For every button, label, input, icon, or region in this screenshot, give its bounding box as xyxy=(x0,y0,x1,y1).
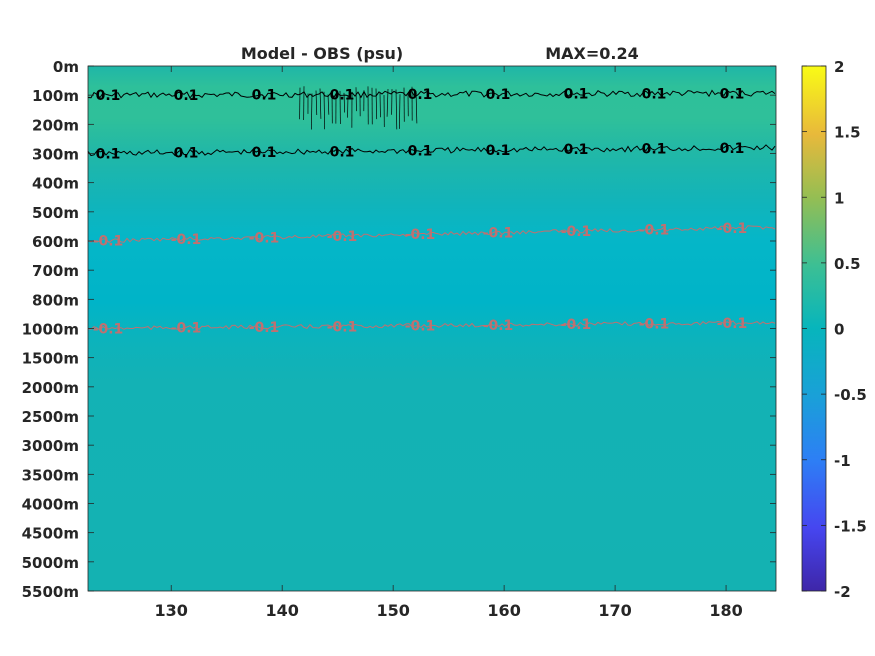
contour-label: -0.1 xyxy=(93,321,124,337)
contour-label: 0.1 xyxy=(642,142,667,158)
max-label: MAX=0.24 xyxy=(545,44,639,63)
colorbar-tick-label: 1.5 xyxy=(834,124,861,142)
y-tick-label: 3500m xyxy=(22,466,79,484)
contour-layer: 0.1 0.1 0.1 0.1 0.1 0.1 0.1 0.1 0.1 0.1 0.1 0.1 0.1 0… xyxy=(87,86,776,337)
contour-label: 0.1 xyxy=(96,146,121,162)
heatmap-field xyxy=(88,66,776,591)
contour-line xyxy=(87,89,776,99)
contour-label: -0.1 xyxy=(561,224,592,240)
y-tick-label: 2000m xyxy=(22,379,79,397)
x-tick-label: 170 xyxy=(598,601,631,620)
y-tick-label: 3000m xyxy=(22,437,79,455)
colorbar-tick-label: 2 xyxy=(834,58,844,76)
contour-fragment xyxy=(327,94,330,115)
x-axis: 130 140 150 160 170 180 xyxy=(155,66,743,620)
contour-label: 0.1 xyxy=(486,143,511,159)
contour-line xyxy=(87,225,776,244)
contour-fragment xyxy=(415,90,418,124)
y-tick-label: 1500m xyxy=(22,350,79,368)
y-tick-label: 2500m xyxy=(22,408,79,426)
y-tick-label: 200m xyxy=(32,116,79,134)
contour-label: -0.1 xyxy=(639,317,670,333)
colorbar-axis: 2 1.5 1 0.5 0 -0.5 -1 -1.5 -2 xyxy=(802,58,867,601)
colorbar-tick-label: 1 xyxy=(834,189,844,207)
y-tick-label: 4500m xyxy=(22,525,79,543)
contour-line xyxy=(87,144,776,157)
y-tick-label: 300m xyxy=(32,146,79,164)
contour-fragment xyxy=(375,88,378,120)
x-tick-label: 180 xyxy=(709,601,742,620)
contour-label: -0.1 xyxy=(405,319,436,335)
contour-label: 0.1 xyxy=(720,141,745,157)
contour-label: -0.1 xyxy=(249,320,280,336)
contour-fragment xyxy=(399,94,401,129)
contour-fragment xyxy=(386,88,389,117)
contour-fragment xyxy=(395,89,398,130)
contour-label: 0.1 xyxy=(408,144,433,160)
y-tick-label: 0m xyxy=(53,58,79,76)
contour-label: -0.1 xyxy=(93,234,124,250)
x-tick-label: 130 xyxy=(155,601,188,620)
contour-label: 0.1 xyxy=(174,88,199,104)
colorbar-tick-label: 0.5 xyxy=(834,255,861,273)
contour-label: -0.1 xyxy=(483,226,514,242)
y-tick-label: 100m xyxy=(32,87,79,105)
colorbar-tick-label: 0 xyxy=(834,321,844,339)
y-tick-label: 5000m xyxy=(22,554,79,572)
colorbar-tick-label: -0.5 xyxy=(834,386,867,404)
y-tick-label: 600m xyxy=(32,233,79,251)
contour-label: 0.1 xyxy=(330,144,355,160)
contour-label: -0.1 xyxy=(171,232,202,248)
x-tick-label: 160 xyxy=(487,601,520,620)
contour-label: 0.1 xyxy=(564,142,589,158)
contour-label: -0.1 xyxy=(717,221,748,237)
contour-label: 0.1 xyxy=(486,87,511,103)
contour-label: 0.1 xyxy=(96,88,121,104)
contour-fragment xyxy=(323,91,326,130)
contour-label: 0.1 xyxy=(564,87,589,103)
colorbar-tick-label: -1 xyxy=(834,452,851,470)
y-tick-label: 700m xyxy=(32,262,79,280)
contour-label: -0.1 xyxy=(327,319,358,335)
y-tick-label: 500m xyxy=(32,204,79,222)
chart-title: Model - OBS (psu) xyxy=(241,44,403,63)
y-axis: 0m 100m 200m 300m 400m 500m 600m 700m 800m 1000m 1… xyxy=(22,58,776,601)
y-tick-label: 400m xyxy=(32,175,79,193)
colorbar-tick-label: -1.5 xyxy=(834,517,867,535)
x-tick-label: 150 xyxy=(376,601,409,620)
contour-line xyxy=(87,320,776,331)
contour-fragment xyxy=(343,92,346,113)
contour-label: 0.1 xyxy=(174,146,199,162)
contour-label: -0.1 xyxy=(249,230,280,246)
contour-fragment xyxy=(311,93,313,130)
x-tick-label: 140 xyxy=(265,601,298,620)
y-tick-label: 4000m xyxy=(22,496,79,514)
y-tick-label: 5500m xyxy=(22,583,79,601)
contour-label: -0.1 xyxy=(171,321,202,337)
contour-label: -0.1 xyxy=(639,222,670,238)
contour-label: 0.1 xyxy=(408,87,433,103)
y-tick-label: 800m xyxy=(32,291,79,309)
colorbar-tick-label: -2 xyxy=(834,583,851,601)
contour-fragment xyxy=(315,90,318,116)
contour-label: 0.1 xyxy=(330,87,355,103)
contour-label: 0.1 xyxy=(720,86,745,102)
contour-label: -0.1 xyxy=(327,229,358,245)
contour-label: -0.1 xyxy=(561,317,592,333)
contour-label: -0.1 xyxy=(405,227,436,243)
contour-label: 0.1 xyxy=(252,88,277,104)
contour-label: 0.1 xyxy=(252,145,277,161)
contour-fragment xyxy=(319,88,322,119)
y-tick-label: 1000m xyxy=(22,321,79,339)
contour-label: 0.1 xyxy=(642,87,667,103)
contour-label: -0.1 xyxy=(483,318,514,334)
contour-label: -0.1 xyxy=(717,316,748,332)
